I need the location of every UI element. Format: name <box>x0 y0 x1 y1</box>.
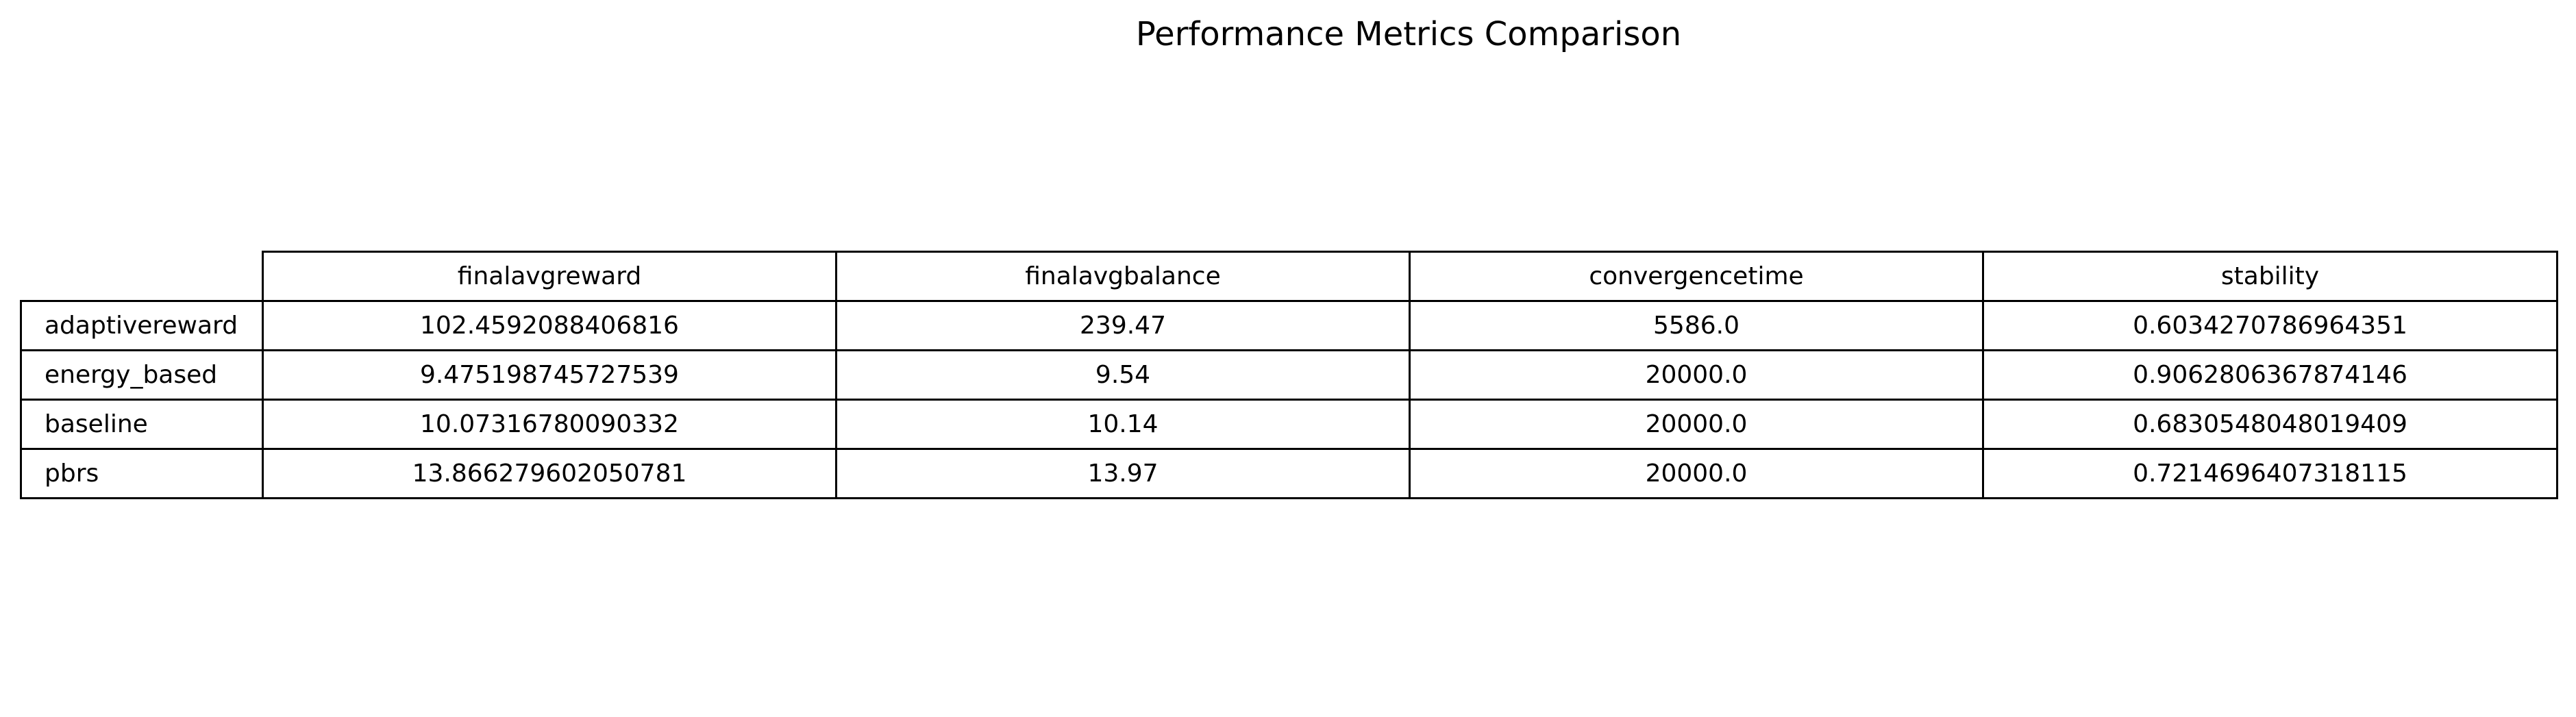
column-header: finalavgreward <box>262 251 837 302</box>
column-header: finalavgbalance <box>835 251 1411 302</box>
row-header: baseline <box>20 399 264 450</box>
table-cell: 20000.0 <box>1409 349 1984 401</box>
table-cell: 239.47 <box>835 300 1411 351</box>
row-header: pbrs <box>20 448 264 499</box>
table-row: baseline 10.07316780090332 10.14 20000.0… <box>20 399 2558 450</box>
metrics-table: finalavgreward finalavgbalance convergen… <box>20 251 2558 499</box>
table-cell: 10.07316780090332 <box>262 399 837 450</box>
table-cell: 5586.0 <box>1409 300 1984 351</box>
column-header: stability <box>1982 251 2558 302</box>
row-header: adaptivereward <box>20 300 264 351</box>
table-cell: 20000.0 <box>1409 448 1984 499</box>
table-cell: 0.6034270786964351 <box>1982 300 2558 351</box>
table-cell: 13.97 <box>835 448 1411 499</box>
chart-title: Performance Metrics Comparison <box>1135 15 1682 53</box>
table-cell: 9.475198745727539 <box>262 349 837 401</box>
table-cell: 13.866279602050781 <box>262 448 837 499</box>
table-cell: 0.6830548048019409 <box>1982 399 2558 450</box>
corner-cell <box>21 252 263 301</box>
table-row: adaptivereward 102.4592088406816 239.47 … <box>20 300 2558 351</box>
table-cell: 9.54 <box>835 349 1411 401</box>
row-header: energy_based <box>20 349 264 401</box>
table-row: energy_based 9.475198745727539 9.54 2000… <box>20 349 2558 401</box>
header-row: finalavgreward finalavgbalance convergen… <box>21 251 2558 302</box>
table-cell: 10.14 <box>835 399 1411 450</box>
table-cell: 20000.0 <box>1409 399 1984 450</box>
table-cell: 0.7214696407318115 <box>1982 448 2558 499</box>
table-cell: 102.4592088406816 <box>262 300 837 351</box>
table-row: pbrs 13.866279602050781 13.97 20000.0 0.… <box>20 448 2558 499</box>
table-cell: 0.9062806367874146 <box>1982 349 2558 401</box>
column-header: convergencetime <box>1409 251 1984 302</box>
